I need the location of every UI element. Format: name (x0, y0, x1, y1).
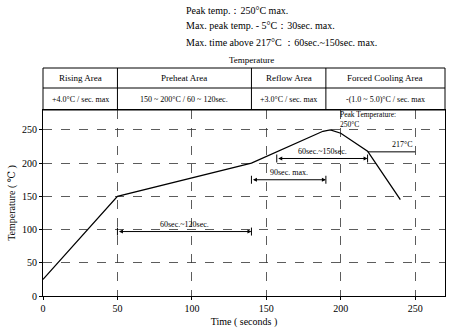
svg-text:50: 50 (112, 303, 122, 314)
svg-text:+3.0°C / sec. max: +3.0°C / sec. max (260, 95, 317, 104)
svg-text:150: 150 (22, 191, 37, 202)
svg-text:150: 150 (259, 303, 274, 314)
svg-text:Reflow Area: Reflow Area (266, 73, 312, 83)
svg-text:Temperature: Temperature (229, 55, 274, 65)
svg-text:Rising Area: Rising Area (59, 73, 102, 83)
svg-text:60sec.~120sec.: 60sec.~120sec. (160, 220, 209, 229)
svg-text:-(1.0 ~ 5.0)°C / sec. max: -(1.0 ~ 5.0)°C / sec. max (346, 95, 425, 104)
svg-text:Max. time above 217°C ：60sec.~: Max. time above 217°C ：60sec.~150sec. ma… (186, 37, 377, 48)
svg-text:Peak Temperature:250°C: Peak Temperature:250°C (340, 110, 396, 129)
svg-text:Time ( seconds ): Time ( seconds ) (211, 316, 278, 328)
svg-text:100: 100 (22, 224, 37, 235)
svg-text:200: 200 (333, 303, 348, 314)
svg-text:0: 0 (41, 303, 46, 314)
svg-text:200: 200 (22, 158, 37, 169)
svg-text:Peak temp.：250°C max.: Peak temp.：250°C max. (186, 5, 288, 16)
svg-text:90sec. max.: 90sec. max. (270, 168, 308, 177)
svg-text:Forced Cooling Area: Forced Cooling Area (347, 73, 423, 83)
svg-text:+4.0°C / sec. max: +4.0°C / sec. max (52, 95, 109, 104)
svg-text:250: 250 (22, 124, 37, 135)
svg-text:0: 0 (32, 291, 37, 302)
svg-text:Temperature ( ℃ ): Temperature ( ℃ ) (6, 165, 18, 241)
svg-text:Preheat Area: Preheat Area (161, 73, 207, 83)
svg-text:100: 100 (184, 303, 199, 314)
svg-text:50: 50 (27, 257, 37, 268)
svg-text:60sec.~150sec.: 60sec.~150sec. (298, 147, 347, 156)
svg-text:217°C: 217°C (392, 140, 413, 149)
svg-text:Max. peak temp. - 5°C：30sec. m: Max. peak temp. - 5°C：30sec. max. (186, 20, 335, 31)
svg-text:250: 250 (408, 303, 423, 314)
svg-text:150 ~ 200°C / 60 ~ 120sec.: 150 ~ 200°C / 60 ~ 120sec. (140, 95, 228, 104)
